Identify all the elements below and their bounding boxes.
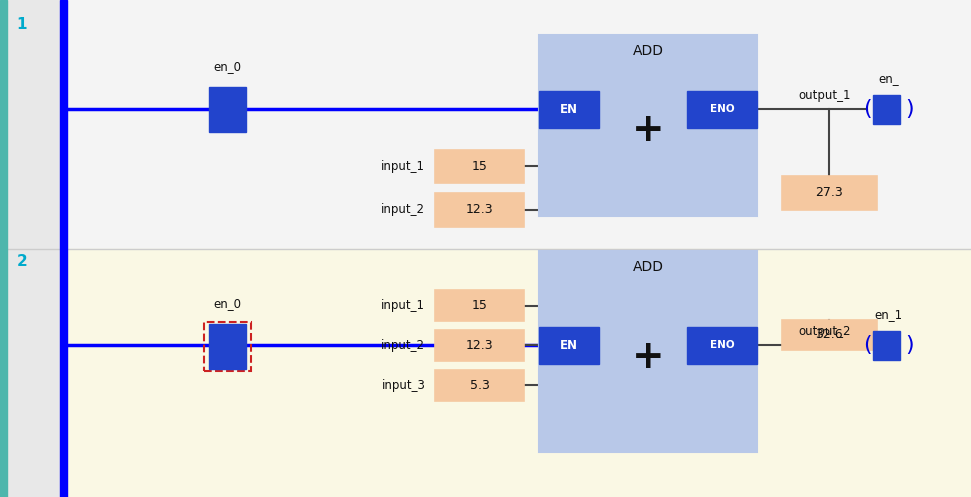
Text: (: ( (863, 335, 871, 355)
Bar (435, 290, 524, 321)
Text: ENO: ENO (710, 340, 735, 350)
Text: 15: 15 (472, 160, 487, 173)
Text: input_1: input_1 (382, 160, 425, 173)
Text: 1: 1 (17, 17, 27, 32)
Text: 5.3: 5.3 (470, 379, 489, 392)
Bar (204, 322, 251, 371)
Text: 12.3: 12.3 (466, 339, 493, 352)
Text: ADD: ADD (633, 44, 663, 58)
Text: en_0: en_0 (214, 297, 241, 310)
Text: 32.6: 32.6 (816, 329, 843, 341)
Text: input_2: input_2 (382, 203, 425, 216)
Text: 12.3: 12.3 (466, 203, 493, 216)
Text: +: + (632, 337, 664, 376)
Bar (0, 0, 971, 248)
Text: input_3: input_3 (382, 379, 425, 392)
Text: input_1: input_1 (382, 299, 425, 312)
Bar (873, 331, 900, 360)
Bar (60, 0, 67, 497)
Bar (209, 324, 246, 369)
Bar (539, 251, 757, 452)
Text: EN: EN (560, 339, 578, 352)
Text: input_2: input_2 (382, 339, 425, 352)
Bar (687, 327, 757, 364)
Bar (0, 0, 7, 497)
Text: ENO: ENO (710, 104, 735, 114)
Text: en_1: en_1 (875, 308, 902, 321)
Text: 2: 2 (17, 254, 27, 269)
Text: EN: EN (560, 103, 578, 116)
Bar (873, 95, 900, 124)
Bar (7, 0, 60, 497)
Text: output_2: output_2 (798, 325, 851, 338)
Bar (435, 193, 524, 227)
Text: +: + (632, 111, 664, 150)
Text: ): ) (906, 99, 914, 119)
Text: ADD: ADD (633, 260, 663, 274)
Bar (539, 35, 757, 216)
Text: en_0: en_0 (214, 60, 241, 73)
Bar (782, 176, 877, 210)
Text: (: ( (863, 99, 871, 119)
Bar (539, 90, 599, 128)
Bar (435, 330, 524, 361)
Text: 15: 15 (472, 299, 487, 312)
Text: 27.3: 27.3 (816, 186, 843, 199)
Bar (782, 320, 877, 350)
Bar (435, 370, 524, 401)
Text: en_: en_ (878, 72, 899, 85)
Text: ): ) (906, 335, 914, 355)
Bar (687, 90, 757, 128)
Bar (209, 87, 246, 132)
Text: output_1: output_1 (798, 89, 851, 102)
Bar (539, 327, 599, 364)
Bar (0, 248, 971, 497)
Bar (435, 150, 524, 183)
